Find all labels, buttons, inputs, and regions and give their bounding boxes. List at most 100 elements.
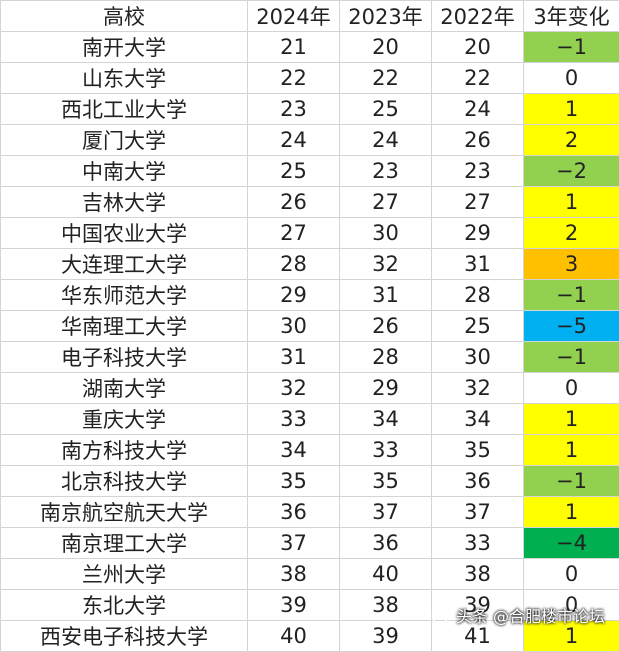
- cell-change[interactable]: −2: [524, 156, 619, 187]
- cell-2024[interactable]: 36: [248, 497, 340, 528]
- cell-2024[interactable]: 30: [248, 311, 340, 342]
- cell-2023[interactable]: 37: [340, 497, 432, 528]
- cell-university[interactable]: 西安电子科技大学: [1, 621, 248, 652]
- cell-2022[interactable]: 38: [432, 559, 524, 590]
- cell-2024[interactable]: 21: [248, 32, 340, 63]
- header-university[interactable]: 高校: [1, 1, 248, 32]
- cell-2023[interactable]: 34: [340, 404, 432, 435]
- cell-university[interactable]: 南京航空航天大学: [1, 497, 248, 528]
- cell-change[interactable]: 1: [524, 435, 619, 466]
- cell-2022[interactable]: 34: [432, 404, 524, 435]
- cell-university[interactable]: 西北工业大学: [1, 94, 248, 125]
- cell-2024[interactable]: 35: [248, 466, 340, 497]
- cell-university[interactable]: 大连理工大学: [1, 249, 248, 280]
- cell-2024[interactable]: 29: [248, 280, 340, 311]
- cell-2024[interactable]: 25: [248, 156, 340, 187]
- cell-change[interactable]: −1: [524, 32, 619, 63]
- cell-change[interactable]: −1: [524, 280, 619, 311]
- cell-2022[interactable]: 35: [432, 435, 524, 466]
- cell-2023[interactable]: 28: [340, 342, 432, 373]
- cell-2023[interactable]: 39: [340, 621, 432, 652]
- cell-university[interactable]: 重庆大学: [1, 404, 248, 435]
- cell-2024[interactable]: 40: [248, 621, 340, 652]
- cell-change[interactable]: −1: [524, 466, 619, 497]
- cell-change[interactable]: 2: [524, 125, 619, 156]
- cell-2022[interactable]: 30: [432, 342, 524, 373]
- header-change[interactable]: 3年变化: [524, 1, 619, 32]
- cell-2024[interactable]: 38: [248, 559, 340, 590]
- cell-2023[interactable]: 25: [340, 94, 432, 125]
- cell-2023[interactable]: 26: [340, 311, 432, 342]
- header-2023[interactable]: 2023年: [340, 1, 432, 32]
- cell-2022[interactable]: 36: [432, 466, 524, 497]
- cell-university[interactable]: 南方科技大学: [1, 435, 248, 466]
- cell-university[interactable]: 东北大学: [1, 590, 248, 621]
- cell-change[interactable]: 0: [524, 63, 619, 94]
- cell-2022[interactable]: 23: [432, 156, 524, 187]
- cell-university[interactable]: 南京理工大学: [1, 528, 248, 559]
- cell-2022[interactable]: 25: [432, 311, 524, 342]
- cell-change[interactable]: −1: [524, 342, 619, 373]
- cell-2022[interactable]: 31: [432, 249, 524, 280]
- cell-2024[interactable]: 32: [248, 373, 340, 404]
- cell-2023[interactable]: 30: [340, 218, 432, 249]
- cell-university[interactable]: 湖南大学: [1, 373, 248, 404]
- cell-university[interactable]: 兰州大学: [1, 559, 248, 590]
- cell-2023[interactable]: 27: [340, 187, 432, 218]
- cell-2024[interactable]: 34: [248, 435, 340, 466]
- cell-change[interactable]: 1: [524, 497, 619, 528]
- cell-2023[interactable]: 29: [340, 373, 432, 404]
- cell-2024[interactable]: 26: [248, 187, 340, 218]
- cell-2023[interactable]: 32: [340, 249, 432, 280]
- cell-2024[interactable]: 28: [248, 249, 340, 280]
- cell-2022[interactable]: 32: [432, 373, 524, 404]
- cell-university[interactable]: 华东师范大学: [1, 280, 248, 311]
- cell-university[interactable]: 电子科技大学: [1, 342, 248, 373]
- cell-2023[interactable]: 40: [340, 559, 432, 590]
- cell-2022[interactable]: 26: [432, 125, 524, 156]
- cell-2022[interactable]: 22: [432, 63, 524, 94]
- cell-2023[interactable]: 22: [340, 63, 432, 94]
- cell-change[interactable]: −4: [524, 528, 619, 559]
- cell-change[interactable]: 1: [524, 94, 619, 125]
- cell-2022[interactable]: 27: [432, 187, 524, 218]
- header-2022[interactable]: 2022年: [432, 1, 524, 32]
- cell-2023[interactable]: 31: [340, 280, 432, 311]
- cell-university[interactable]: 南开大学: [1, 32, 248, 63]
- cell-2024[interactable]: 37: [248, 528, 340, 559]
- cell-change[interactable]: 2: [524, 218, 619, 249]
- cell-university[interactable]: 华南理工大学: [1, 311, 248, 342]
- cell-2023[interactable]: 35: [340, 466, 432, 497]
- cell-2023[interactable]: 33: [340, 435, 432, 466]
- cell-2022[interactable]: 33: [432, 528, 524, 559]
- cell-2024[interactable]: 23: [248, 94, 340, 125]
- cell-change[interactable]: 1: [524, 404, 619, 435]
- cell-change[interactable]: −5: [524, 311, 619, 342]
- cell-2024[interactable]: 33: [248, 404, 340, 435]
- cell-2022[interactable]: 28: [432, 280, 524, 311]
- cell-2023[interactable]: 20: [340, 32, 432, 63]
- cell-2024[interactable]: 39: [248, 590, 340, 621]
- cell-2023[interactable]: 23: [340, 156, 432, 187]
- cell-2022[interactable]: 20: [432, 32, 524, 63]
- cell-university[interactable]: 北京科技大学: [1, 466, 248, 497]
- cell-university[interactable]: 中国农业大学: [1, 218, 248, 249]
- cell-2023[interactable]: 24: [340, 125, 432, 156]
- cell-2022[interactable]: 24: [432, 94, 524, 125]
- cell-2024[interactable]: 27: [248, 218, 340, 249]
- cell-change[interactable]: 3: [524, 249, 619, 280]
- cell-2023[interactable]: 36: [340, 528, 432, 559]
- cell-change[interactable]: 0: [524, 559, 619, 590]
- cell-university[interactable]: 山东大学: [1, 63, 248, 94]
- cell-2024[interactable]: 22: [248, 63, 340, 94]
- cell-2022[interactable]: 29: [432, 218, 524, 249]
- cell-change[interactable]: 0: [524, 373, 619, 404]
- cell-university[interactable]: 中南大学: [1, 156, 248, 187]
- cell-2023[interactable]: 38: [340, 590, 432, 621]
- cell-change[interactable]: 1: [524, 187, 619, 218]
- cell-university[interactable]: 吉林大学: [1, 187, 248, 218]
- cell-2024[interactable]: 31: [248, 342, 340, 373]
- cell-2024[interactable]: 24: [248, 125, 340, 156]
- header-2024[interactable]: 2024年: [248, 1, 340, 32]
- cell-university[interactable]: 厦门大学: [1, 125, 248, 156]
